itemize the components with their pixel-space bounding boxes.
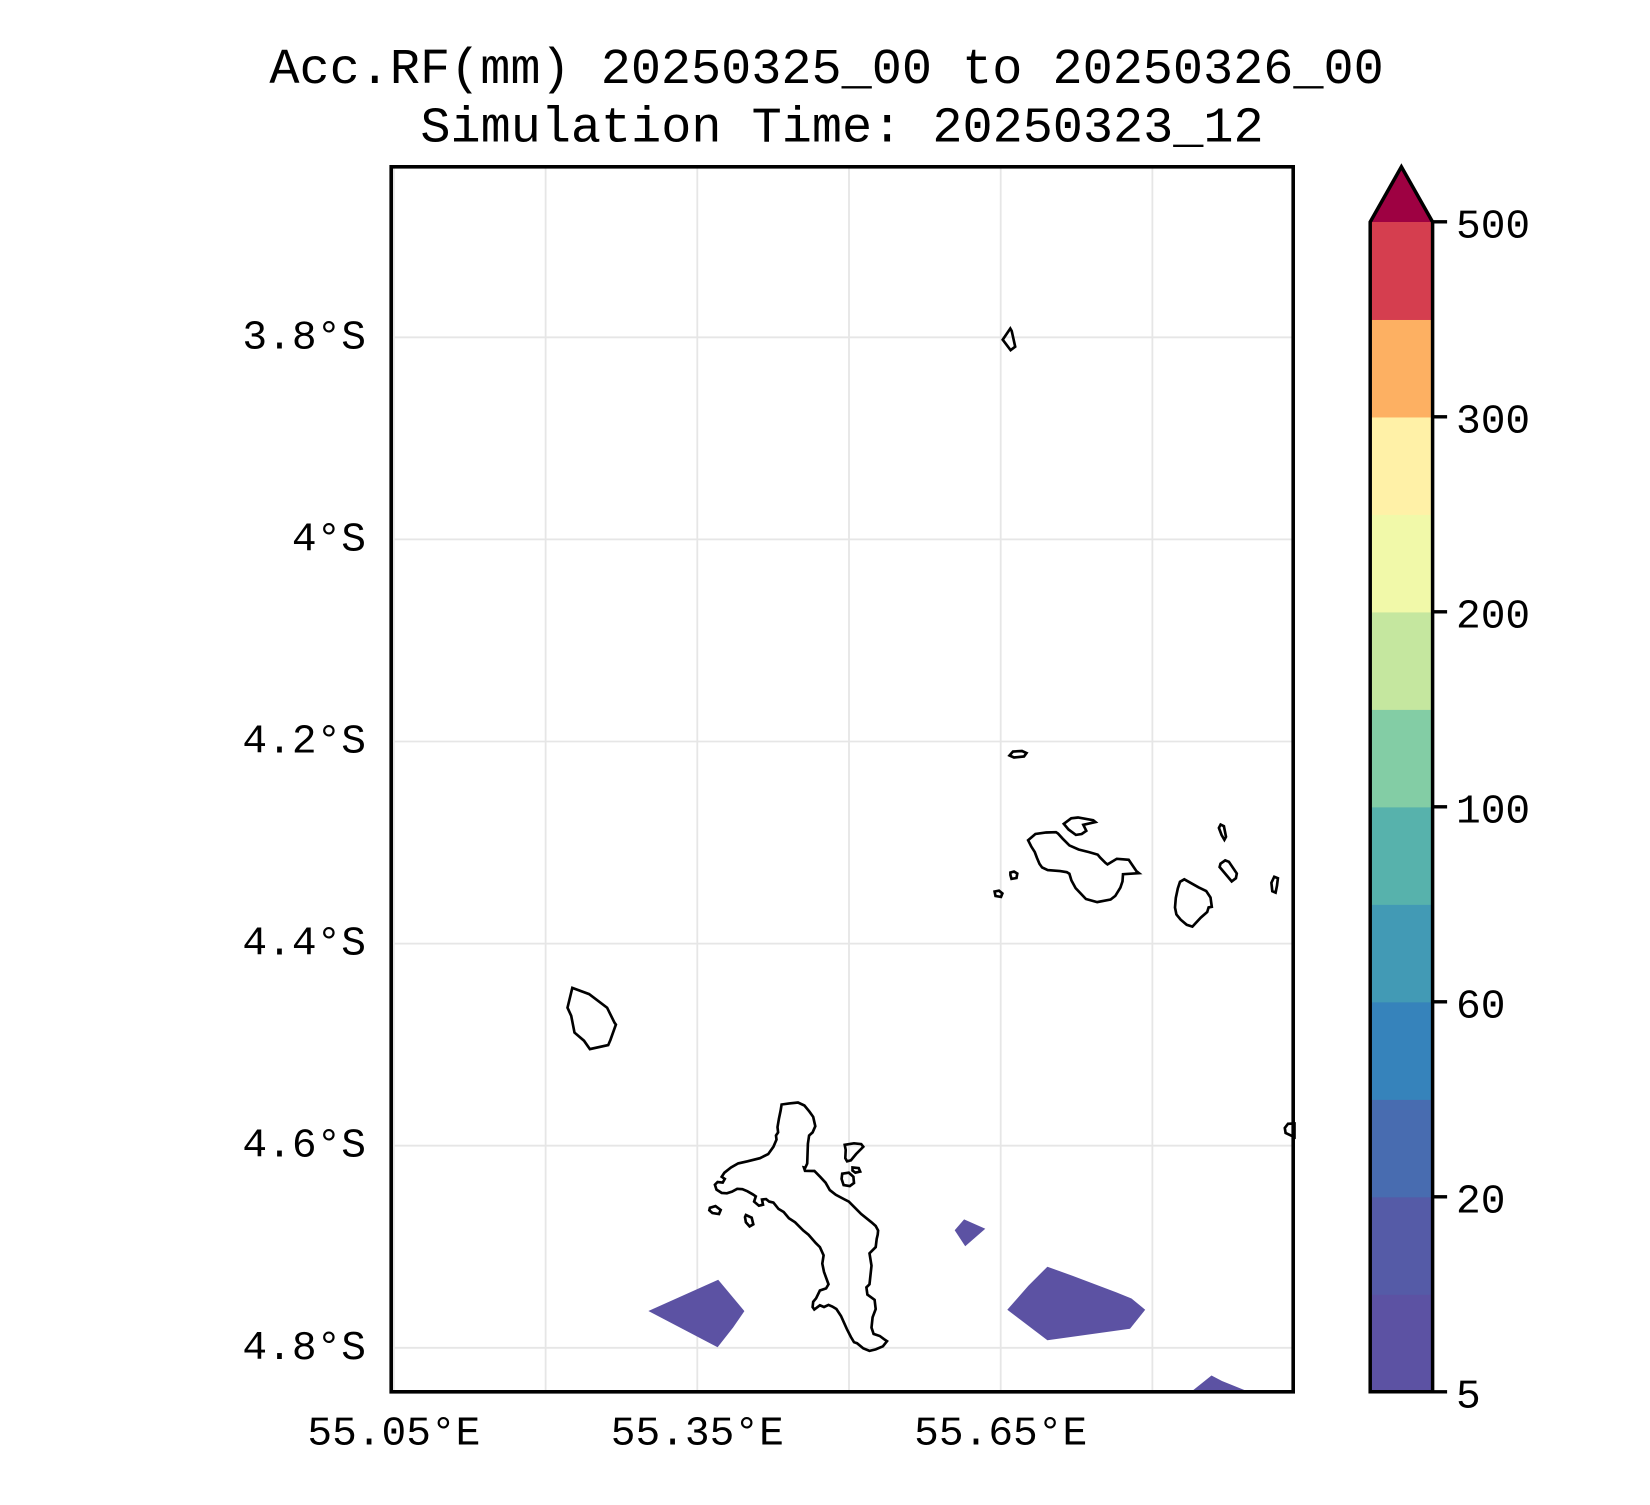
svg-text:5: 5 bbox=[1456, 1374, 1481, 1420]
svg-text:60: 60 bbox=[1456, 984, 1505, 1030]
svg-text:300: 300 bbox=[1456, 399, 1530, 445]
svg-text:20: 20 bbox=[1456, 1179, 1505, 1225]
svg-text:4.2°S: 4.2°S bbox=[242, 720, 366, 766]
svg-text:Acc.RF(mm) 20250325_00 to 2025: Acc.RF(mm) 20250325_00 to 20250326_00 bbox=[269, 42, 1383, 99]
svg-text:200: 200 bbox=[1456, 594, 1530, 640]
svg-text:4.8°S: 4.8°S bbox=[242, 1326, 366, 1372]
svg-text:Simulation Time: 20250323_12: Simulation Time: 20250323_12 bbox=[420, 101, 1263, 158]
svg-text:500: 500 bbox=[1456, 204, 1530, 250]
svg-text:4.4°S: 4.4°S bbox=[242, 922, 366, 968]
svg-text:3.8°S: 3.8°S bbox=[242, 315, 366, 361]
svg-text:55.35°E: 55.35°E bbox=[611, 1411, 784, 1457]
svg-text:4.6°S: 4.6°S bbox=[242, 1124, 366, 1170]
svg-text:100: 100 bbox=[1456, 789, 1530, 835]
svg-text:55.05°E: 55.05°E bbox=[307, 1411, 480, 1457]
svg-text:55.65°E: 55.65°E bbox=[914, 1411, 1087, 1457]
svg-text:4°S: 4°S bbox=[292, 517, 366, 563]
